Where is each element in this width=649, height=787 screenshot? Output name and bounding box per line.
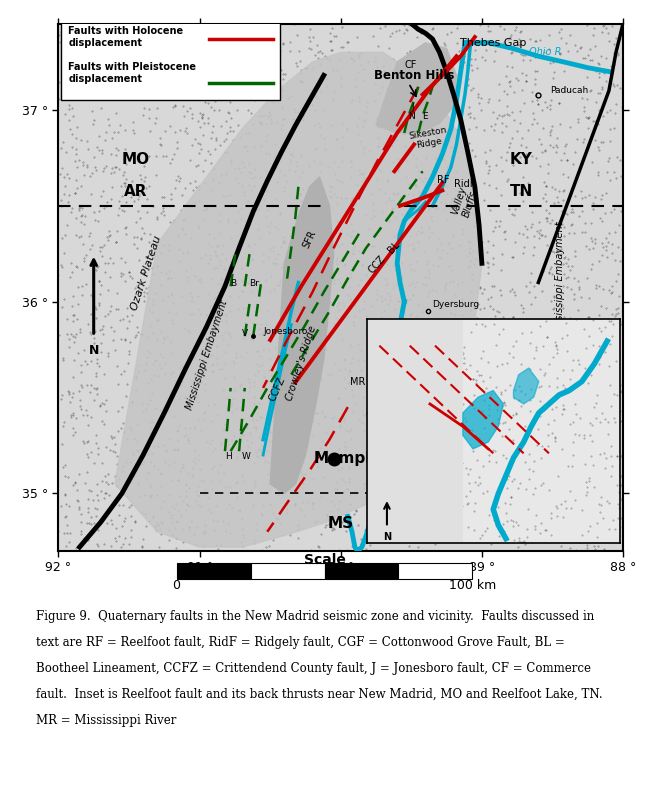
Text: Mississippi: Mississippi xyxy=(366,358,394,418)
Text: Faults with Holocene
displacement: Faults with Holocene displacement xyxy=(68,25,184,48)
Text: KY: KY xyxy=(510,152,533,167)
Text: Thebes Gap: Thebes Gap xyxy=(460,38,526,48)
Text: MR: MR xyxy=(350,377,365,387)
Text: E: E xyxy=(422,113,428,121)
Text: TN: TN xyxy=(509,184,533,199)
Text: N: N xyxy=(408,113,415,121)
Text: Memphis: Memphis xyxy=(313,452,391,467)
Text: Paducah: Paducah xyxy=(550,87,588,95)
Polygon shape xyxy=(61,20,280,100)
Text: Dyersburg: Dyersburg xyxy=(432,301,480,309)
Text: Scale: Scale xyxy=(304,553,345,567)
Text: Benton Hills: Benton Hills xyxy=(374,69,454,82)
Text: Faults with Pleistocene
displacement: Faults with Pleistocene displacement xyxy=(68,62,196,84)
Text: Sikeston
Ridge: Sikeston Ridge xyxy=(408,126,449,152)
Text: 100 km: 100 km xyxy=(449,579,496,593)
Text: CF: CF xyxy=(404,60,417,70)
Text: RidF: RidF xyxy=(454,179,475,189)
Text: fault.  Inset is Reelfoot fault and its back thrusts near New Madrid, MO and Ree: fault. Inset is Reelfoot fault and its b… xyxy=(36,688,602,701)
Text: Br: Br xyxy=(249,279,259,288)
Text: CCFZ: CCFZ xyxy=(267,375,288,404)
Polygon shape xyxy=(367,319,463,543)
Text: Ohio R: Ohio R xyxy=(529,47,561,57)
Text: Figure 9.  Quaternary faults in the New Madrid seismic zone and vicinity.  Fault: Figure 9. Quaternary faults in the New M… xyxy=(36,610,594,623)
Polygon shape xyxy=(115,53,482,547)
Text: CCZ: CCZ xyxy=(366,253,387,275)
Text: text are RF = Reelfoot fault, RidF = Ridgely fault, CGF = Cottonwood Grove Fault: text are RF = Reelfoot fault, RidF = Rid… xyxy=(36,636,565,649)
Text: V: V xyxy=(242,329,248,338)
Text: 0: 0 xyxy=(173,579,180,593)
Bar xyxy=(177,563,251,578)
Polygon shape xyxy=(463,390,504,449)
Text: RF: RF xyxy=(437,175,449,185)
Bar xyxy=(251,563,324,578)
Polygon shape xyxy=(513,368,539,404)
Bar xyxy=(324,563,398,578)
Text: W: W xyxy=(242,452,251,461)
Text: J: J xyxy=(411,103,414,112)
Text: MO: MO xyxy=(122,152,150,167)
Text: Mississippi Embayment: Mississippi Embayment xyxy=(554,221,565,336)
Bar xyxy=(398,563,472,578)
Text: H: H xyxy=(225,452,232,461)
Text: MR = Mississippi River: MR = Mississippi River xyxy=(36,714,176,727)
Text: N: N xyxy=(383,532,391,541)
Text: N: N xyxy=(88,344,99,357)
Polygon shape xyxy=(270,177,334,493)
Text: Crowley's Ridge: Crowley's Ridge xyxy=(284,324,318,401)
Text: B: B xyxy=(230,279,237,288)
Text: BL: BL xyxy=(386,240,402,256)
Polygon shape xyxy=(376,42,456,133)
Text: MS: MS xyxy=(328,516,354,531)
Text: Valley
Bluffs: Valley Bluffs xyxy=(450,185,480,219)
Text: Ozark Plateau: Ozark Plateau xyxy=(129,235,163,312)
Text: SFR: SFR xyxy=(301,229,318,250)
Text: Jonesboro: Jonesboro xyxy=(263,327,308,336)
Text: Mississippi Embayment: Mississippi Embayment xyxy=(184,299,229,412)
Text: AR: AR xyxy=(125,184,148,199)
Text: Bootheel Lineament, CCFZ = Crittendend County fault, J = Jonesboro fault, CF = C: Bootheel Lineament, CCFZ = Crittendend C… xyxy=(36,662,591,675)
